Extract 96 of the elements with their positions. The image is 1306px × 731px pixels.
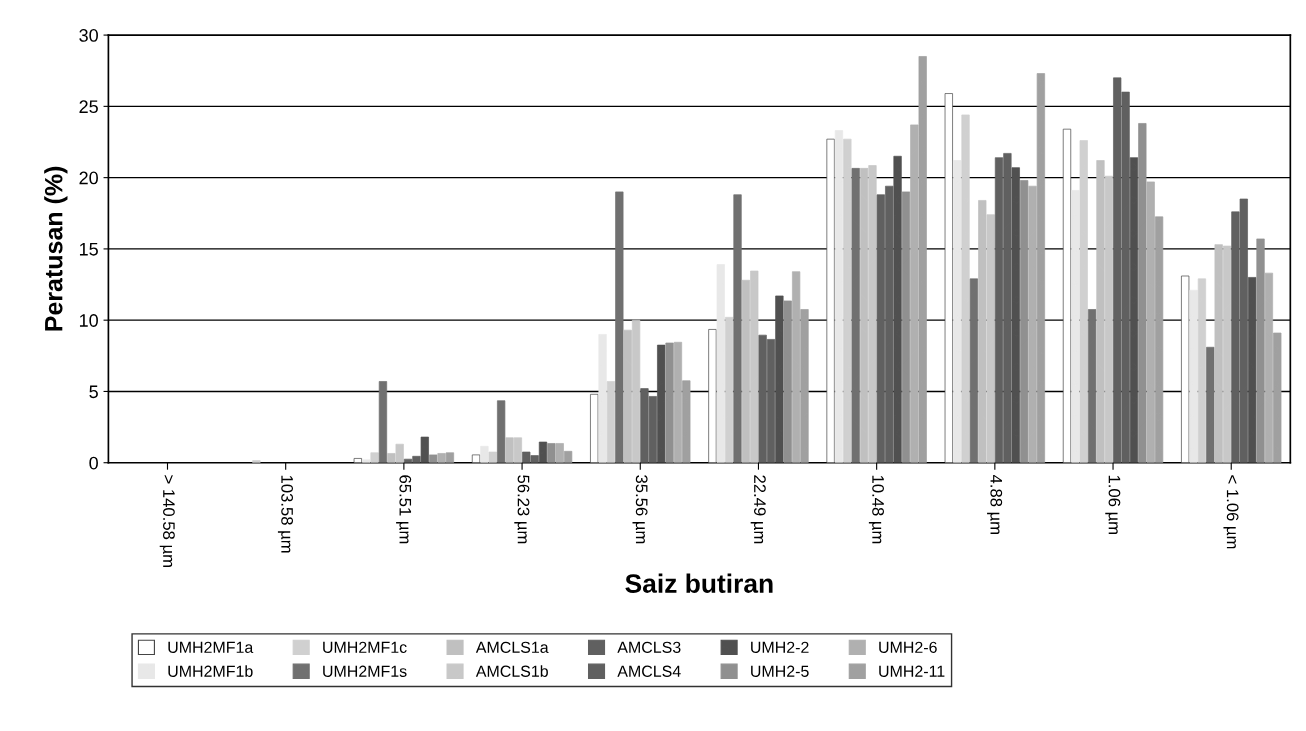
legend-label: AMCLS4: [617, 665, 681, 677]
bar: [826, 138, 835, 463]
bar: [555, 443, 564, 463]
x-tick-label: 103.58 µm: [277, 475, 294, 553]
bar: [378, 381, 388, 463]
bar: [615, 191, 624, 463]
legend-label: AMCLS1a: [475, 641, 549, 653]
bar: [1197, 278, 1207, 463]
bar: [1248, 277, 1257, 463]
legend-label: UMH2-5: [751, 665, 809, 677]
bar: [1028, 185, 1037, 463]
x-tick-label: 10.48 µm: [868, 475, 884, 544]
bar: [1071, 190, 1080, 463]
y-tick-label: 0: [89, 456, 98, 470]
bar: [1138, 123, 1147, 463]
bar: [1020, 180, 1029, 463]
x-tick-label: < 1.06 µm: [1223, 475, 1239, 549]
bar: [480, 445, 489, 463]
y-tick-label: 30: [79, 29, 98, 42]
bar: [1079, 140, 1088, 463]
bar: [716, 264, 725, 463]
bar: [471, 454, 481, 463]
bar: [901, 191, 911, 463]
bar: [665, 342, 674, 463]
bar: [1256, 238, 1265, 463]
bar: [851, 168, 860, 463]
bar: [598, 334, 607, 463]
legend-label: AMCLS3: [617, 641, 681, 653]
legend-label: UMH2MF1b: [168, 665, 253, 677]
bar: [1273, 332, 1282, 463]
bar: [657, 344, 666, 463]
bar: [1062, 128, 1072, 463]
legend-label: UMH2-2: [751, 641, 809, 653]
bar: [775, 295, 784, 463]
bar: [437, 453, 446, 463]
bar: [910, 124, 919, 463]
bar: [733, 194, 742, 463]
bar: [420, 436, 429, 463]
bar: [834, 130, 844, 463]
legend-label: UMH2-6: [879, 641, 937, 653]
bar: [1189, 289, 1198, 463]
bar: [1264, 272, 1274, 463]
bar: [547, 443, 556, 463]
bar: [353, 458, 362, 463]
y-tick-label: 20: [79, 171, 98, 185]
bar: [445, 452, 455, 463]
x-tick-label: 56.23 µm: [514, 475, 530, 544]
x-tick-label: 65.51 µm: [396, 475, 412, 544]
bar: [893, 155, 902, 463]
bar: [969, 278, 979, 463]
y-axis-title: Peratusan (%): [44, 166, 68, 331]
y-tick-label: 5: [89, 385, 98, 399]
bar: [1036, 73, 1046, 463]
bar: [497, 400, 506, 463]
bar: [673, 341, 683, 463]
x-tick-label: 22.49 µm: [750, 475, 766, 544]
bar: [362, 459, 371, 463]
bar: [1181, 275, 1190, 463]
bar: [590, 393, 599, 463]
bar: [538, 441, 548, 463]
x-tick-label: 1.06 µm: [1105, 475, 1121, 534]
legend-label: UMH2MF1c: [323, 641, 407, 653]
bar: [564, 450, 573, 463]
x-tick-label: 4.88 µm: [987, 474, 1003, 534]
bar: [606, 381, 616, 463]
bar: [488, 451, 497, 463]
bar: [792, 271, 801, 463]
y-tick-label: 25: [79, 100, 98, 114]
bar: [1206, 346, 1215, 463]
legend-label: UMH2-11: [879, 665, 945, 677]
bar: [1011, 167, 1020, 463]
bar: [1129, 157, 1139, 463]
x-tick-label: 35.56 µm: [632, 475, 648, 544]
legend-label: AMCLS1b: [475, 665, 548, 677]
bar: [961, 114, 970, 463]
y-tick-label: 15: [79, 243, 98, 256]
y-tick-label: 10: [79, 314, 98, 327]
bar: [725, 316, 734, 463]
bar: [1146, 181, 1155, 463]
bar: [1154, 216, 1164, 463]
bar: [252, 460, 261, 463]
bar: [918, 56, 927, 463]
x-axis-title: Saiz butiran: [625, 573, 773, 593]
x-tick-label: > 140.58 µm: [159, 475, 175, 567]
bar: [682, 380, 691, 463]
bar: [370, 452, 379, 463]
bar: [783, 300, 792, 463]
bar: [708, 329, 717, 463]
bar: [1087, 309, 1097, 463]
bar: [944, 93, 953, 463]
bar: [953, 160, 962, 463]
bar: [843, 138, 852, 463]
bar: [429, 454, 438, 463]
bar: [800, 309, 809, 463]
legend-label: UMH2MF1s: [323, 665, 407, 677]
legend-label: UMH2MF1a: [168, 641, 254, 653]
